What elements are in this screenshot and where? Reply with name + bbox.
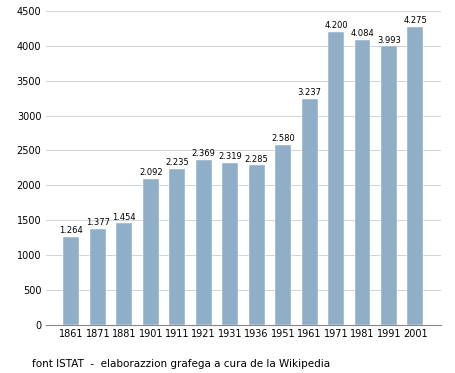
Bar [116, 223, 132, 325]
Bar [302, 99, 318, 325]
Text: font ISTAT  -  elaborazzion grafega a cura de la Wikipedia: font ISTAT - elaborazzion grafega a cura… [32, 359, 330, 369]
Text: 1.264: 1.264 [60, 226, 83, 235]
Text: 1.377: 1.377 [86, 218, 110, 227]
Text: 4.275: 4.275 [404, 16, 427, 25]
Text: 2.092: 2.092 [139, 168, 162, 177]
Bar [354, 40, 370, 325]
Text: 4.200: 4.200 [324, 21, 348, 30]
Bar [196, 160, 212, 325]
Bar [275, 145, 291, 325]
Text: 3.237: 3.237 [298, 88, 322, 97]
Text: 2.369: 2.369 [192, 149, 216, 158]
Text: 1.454: 1.454 [112, 213, 136, 222]
Bar [64, 236, 79, 325]
Text: 2.580: 2.580 [271, 134, 295, 143]
Text: 2.235: 2.235 [166, 158, 189, 167]
Text: 4.084: 4.084 [351, 29, 374, 38]
Bar [328, 32, 344, 325]
Bar [90, 229, 106, 325]
Bar [249, 165, 265, 325]
Text: 3.993: 3.993 [377, 36, 401, 45]
Bar [169, 169, 185, 325]
Text: 2.319: 2.319 [218, 152, 242, 161]
Bar [143, 179, 159, 325]
Text: 2.285: 2.285 [245, 155, 268, 164]
Bar [408, 27, 423, 325]
Bar [222, 163, 238, 325]
Bar [381, 47, 397, 325]
